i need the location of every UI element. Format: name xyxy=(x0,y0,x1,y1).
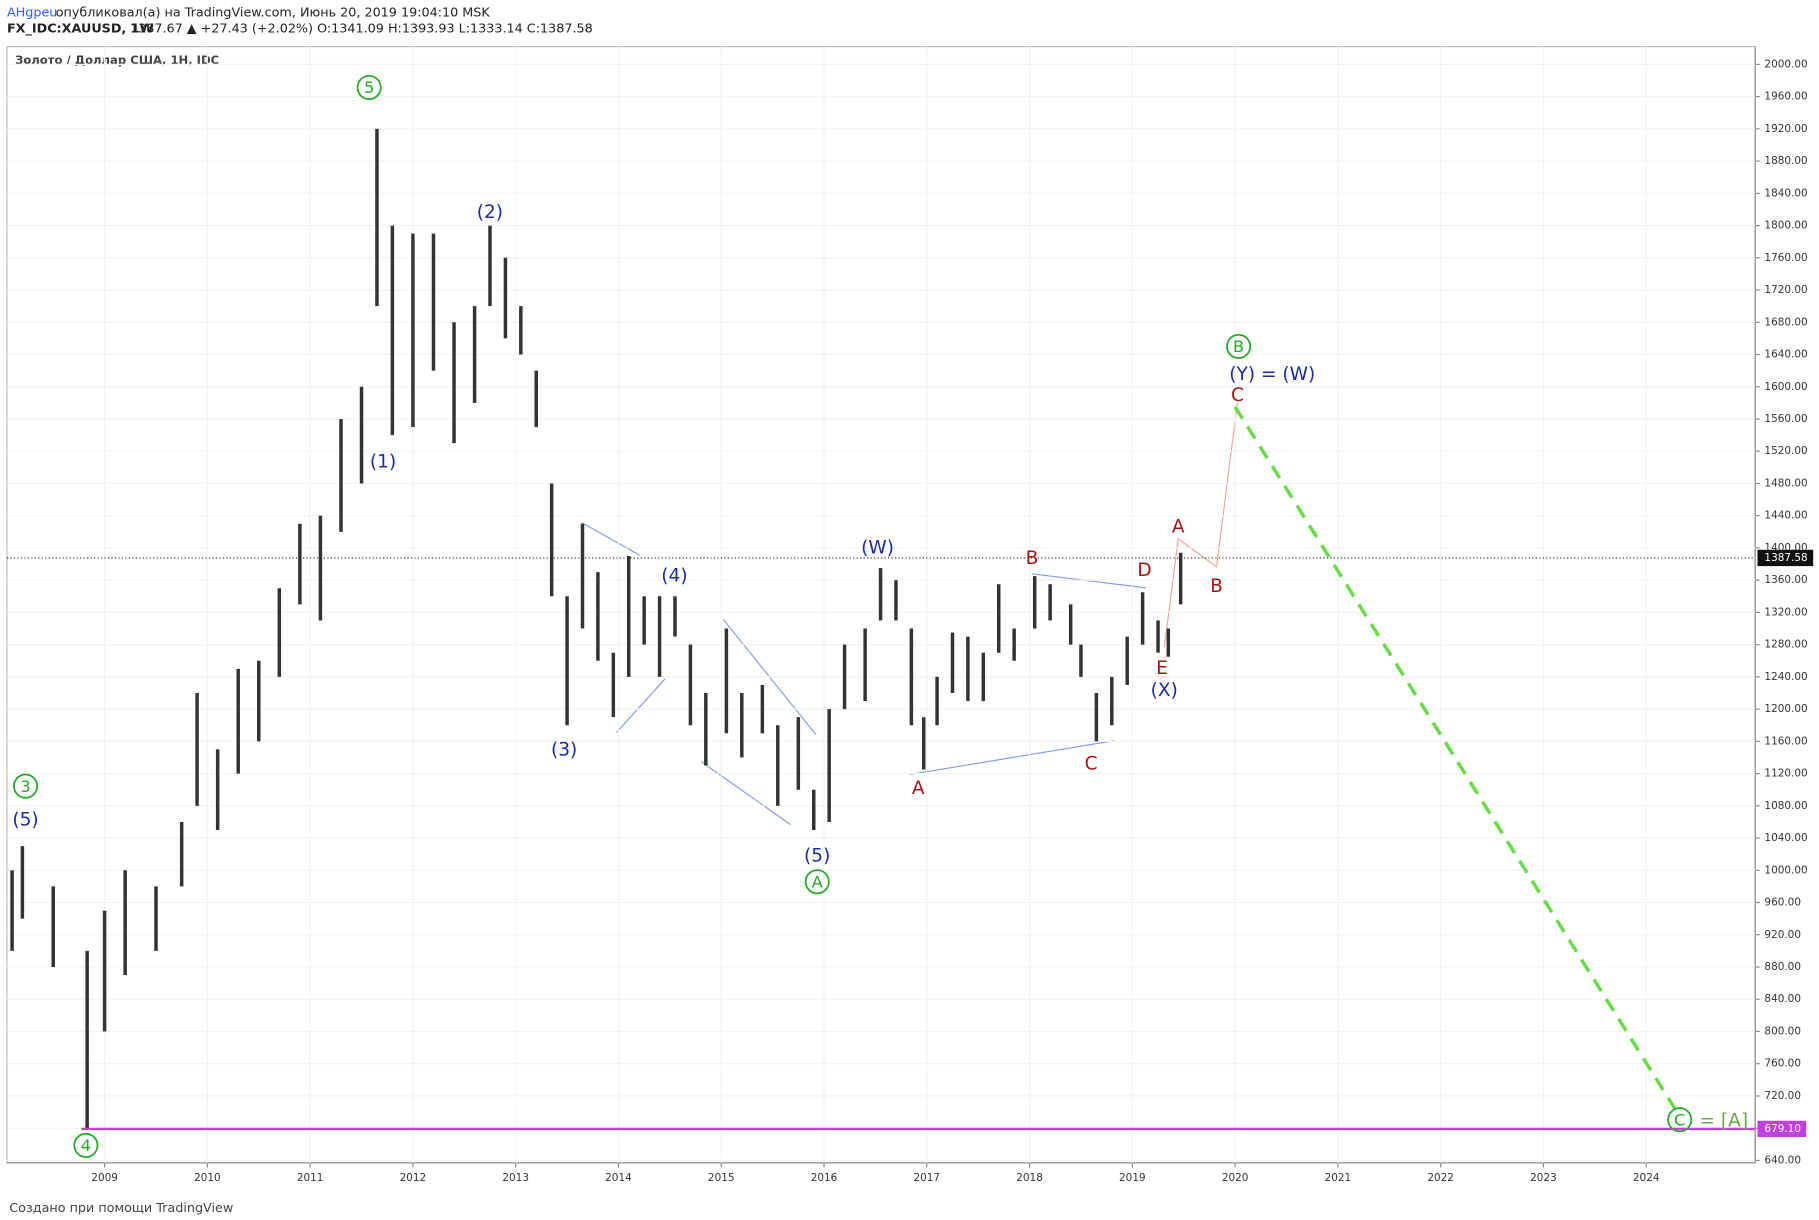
x-tick-label: 2011 xyxy=(297,1172,324,1184)
quote: 1387.67 ▲ +27.43 (+2.02%) O:1341.09 H:13… xyxy=(130,22,593,37)
y-tick-label: 1080.00 xyxy=(1764,800,1807,812)
wave-label: 4 xyxy=(81,1136,91,1155)
y-tick-label: 800.00 xyxy=(1764,1025,1801,1037)
wave-label: 3 xyxy=(20,777,30,796)
wave-circle xyxy=(1226,333,1252,359)
y-tick-label: 1560.00 xyxy=(1764,413,1807,425)
x-tick-label: 2022 xyxy=(1427,1172,1454,1184)
trendline xyxy=(581,522,640,556)
wave-label: C xyxy=(1231,385,1244,406)
y-tick-label: 2000.00 xyxy=(1764,58,1807,70)
symbol: FX_IDC:XAUUSD, 1W xyxy=(7,22,154,37)
wave-label: (5) xyxy=(804,846,830,867)
x-tick-label: 2013 xyxy=(502,1172,529,1184)
x-tick-label: 2015 xyxy=(708,1172,735,1184)
y-tick-label: 1200.00 xyxy=(1764,703,1807,715)
trendline xyxy=(700,761,791,826)
y-tick-label: 1440.00 xyxy=(1764,510,1807,522)
trendline xyxy=(909,740,1115,776)
y-tick-label: 640.00 xyxy=(1764,1154,1801,1166)
wave-label: A xyxy=(812,872,823,891)
x-tick-label: 2012 xyxy=(400,1172,427,1184)
x-tick-label: 2024 xyxy=(1633,1172,1660,1184)
wave-label: A xyxy=(1172,517,1185,538)
y-tick-label: 840.00 xyxy=(1764,993,1801,1005)
x-tick-label: 2016 xyxy=(811,1172,838,1184)
y-tick-label: 880.00 xyxy=(1764,961,1801,973)
trendline xyxy=(1031,573,1146,589)
y-tick-label: 1160.00 xyxy=(1764,735,1807,747)
x-tick-label: 2010 xyxy=(194,1172,221,1184)
published: опубликовал(а) на TradingView.com, Июнь … xyxy=(56,5,491,20)
wave-label: (Y) = (W) xyxy=(1229,364,1315,385)
x-tick-label: 2018 xyxy=(1016,1172,1043,1184)
y-tick-label: 1320.00 xyxy=(1764,606,1807,618)
wave-label: (5) xyxy=(12,809,38,830)
y-tick-label: 1800.00 xyxy=(1764,220,1807,232)
wave-circle xyxy=(1667,1107,1693,1133)
wave-label: E xyxy=(1156,658,1168,679)
x-tick-label: 2023 xyxy=(1530,1172,1557,1184)
y-tick-label: 1000.00 xyxy=(1764,864,1807,876)
y-tick-label: 760.00 xyxy=(1764,1058,1801,1070)
wave-label: B xyxy=(1233,337,1244,356)
x-tick-label: 2014 xyxy=(605,1172,632,1184)
x-tick-label: 2019 xyxy=(1119,1172,1146,1184)
wave-label: 5 xyxy=(364,78,374,97)
y-tick-label: 1760.00 xyxy=(1764,252,1807,264)
y-tick-label: 720.00 xyxy=(1764,1090,1801,1102)
wave-circle xyxy=(73,1132,99,1158)
y-tick-label: 1120.00 xyxy=(1764,768,1807,780)
x-tick-label: 2021 xyxy=(1325,1172,1352,1184)
wave-label: (3) xyxy=(551,739,577,760)
y-tick-label: 1480.00 xyxy=(1764,477,1807,489)
wave-label: B xyxy=(1026,548,1039,569)
y-tick-label: 1640.00 xyxy=(1764,348,1807,360)
wave-label: = [A] xyxy=(1699,1110,1748,1131)
wave-label: A xyxy=(912,778,925,799)
footer: Создано при помощи TradingView xyxy=(9,1201,233,1216)
y-tick-label: 1920.00 xyxy=(1764,123,1807,135)
support-label: 679.10 xyxy=(1764,1123,1801,1135)
wave-label: (2) xyxy=(477,202,503,223)
last-price-label: 1387.58 xyxy=(1764,552,1807,564)
author[interactable]: AHgpeu xyxy=(7,5,57,20)
trendline xyxy=(615,678,666,733)
y-tick-label: 1520.00 xyxy=(1764,445,1807,457)
y-tick-label: 920.00 xyxy=(1764,929,1801,941)
wave-circle xyxy=(13,773,39,799)
y-tick-label: 960.00 xyxy=(1764,897,1801,909)
wave-label: C xyxy=(1674,1110,1685,1129)
y-tick-label: 1360.00 xyxy=(1764,574,1807,586)
wave-label: B xyxy=(1210,576,1223,597)
y-tick-label: 1240.00 xyxy=(1764,671,1807,683)
y-tick-label: 1880.00 xyxy=(1764,155,1807,167)
projection-line xyxy=(1233,405,1679,1114)
y-tick-label: 1280.00 xyxy=(1764,639,1807,651)
wave-label: (4) xyxy=(661,566,687,587)
y-tick-label: 1840.00 xyxy=(1764,187,1807,199)
projection-path xyxy=(1163,402,1239,648)
x-tick-label: 2009 xyxy=(91,1172,118,1184)
y-tick-label: 1600.00 xyxy=(1764,381,1807,393)
wave-label: C xyxy=(1085,753,1098,774)
wave-label: (X) xyxy=(1151,680,1178,701)
support-box xyxy=(1757,1120,1807,1138)
wave-circle xyxy=(356,74,382,101)
y-tick-label: 1040.00 xyxy=(1764,832,1807,844)
y-tick-label: 1960.00 xyxy=(1764,91,1807,103)
wave-label: (1) xyxy=(370,451,396,472)
last-price-box xyxy=(1757,549,1814,567)
y-tick-label: 1720.00 xyxy=(1764,284,1807,296)
wave-label: (W) xyxy=(861,538,894,559)
x-tick-label: 2020 xyxy=(1222,1172,1249,1184)
chart-title: Золото / Доллар США, 1Н, IDC xyxy=(15,53,219,67)
wave-label: D xyxy=(1137,560,1151,581)
y-tick-label: 1680.00 xyxy=(1764,316,1807,328)
x-tick-label: 2017 xyxy=(913,1172,940,1184)
wave-circle xyxy=(804,869,830,895)
